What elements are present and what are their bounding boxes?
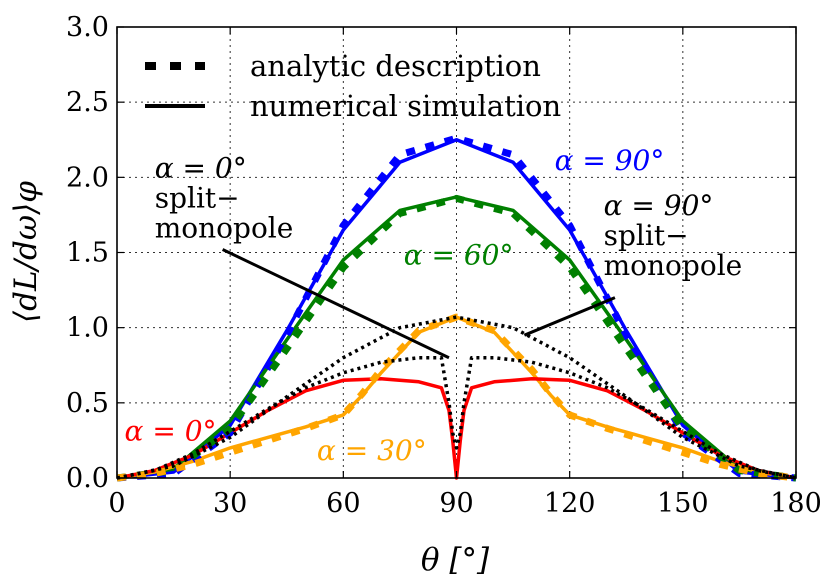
y-tick-label: 2.5 [66,87,109,118]
series-line-numerical-0 [116,138,797,480]
annotation-text: monopole [604,249,743,282]
annotation-pointer-line [221,248,450,360]
annotation-text: α = 90° [604,189,714,222]
annotations: α = 90°α = 60°α = 30°α = 0°α = 0°split−m… [125,144,743,467]
y-tick-label: 2.0 [66,162,109,193]
y-tick-label: 0.5 [66,388,109,419]
x-tick-label: 180 [770,488,822,519]
annotation-text: α = 0° [155,151,247,184]
y-axis-label: ⟨dL/dω⟩φ [8,181,44,323]
curve-label: α = 30° [317,434,427,467]
series-line-analytic-3 [116,194,797,482]
x-tick-label: 30 [213,488,247,519]
curve-label: α = 60° [404,239,514,272]
x-tick-label: 60 [326,488,360,519]
x-tick-label: 150 [657,488,709,519]
x-axis-label: θ [°] [421,542,490,578]
series-line-analytic-5 [116,313,797,482]
annotation-text: split− [604,219,689,252]
y-tick-label: 0.0 [66,463,109,494]
series-group [116,134,797,482]
x-tick-label: 0 [108,488,125,519]
series-line-analytic-7 [116,355,797,480]
y-tick-label: 1.0 [66,313,109,344]
annotation-text: split− [155,181,240,214]
ticks: 0 30 60 90 120 150 180 0.0 0.5 1.0 1.5 2.0 2.5 3.0 [66,12,822,519]
series-line-analytic-8 [116,315,797,480]
y-tick-label: 3.0 [66,12,109,43]
x-tick-label: 90 [439,488,473,519]
series-line-analytic-1 [116,134,797,482]
legend-analytic-label: analytic description [250,49,541,83]
annotation-pointer-line [523,296,616,337]
x-tick-label: 120 [544,488,596,519]
curve-label: α = 0° [125,414,217,447]
y-tick-label: 1.5 [66,238,109,269]
annotation-text: monopole [155,211,294,244]
legend-numerical-label: numerical simulation [250,89,561,123]
legend: analytic description numerical simulatio… [145,49,561,123]
curve-label: α = 90° [555,144,665,177]
